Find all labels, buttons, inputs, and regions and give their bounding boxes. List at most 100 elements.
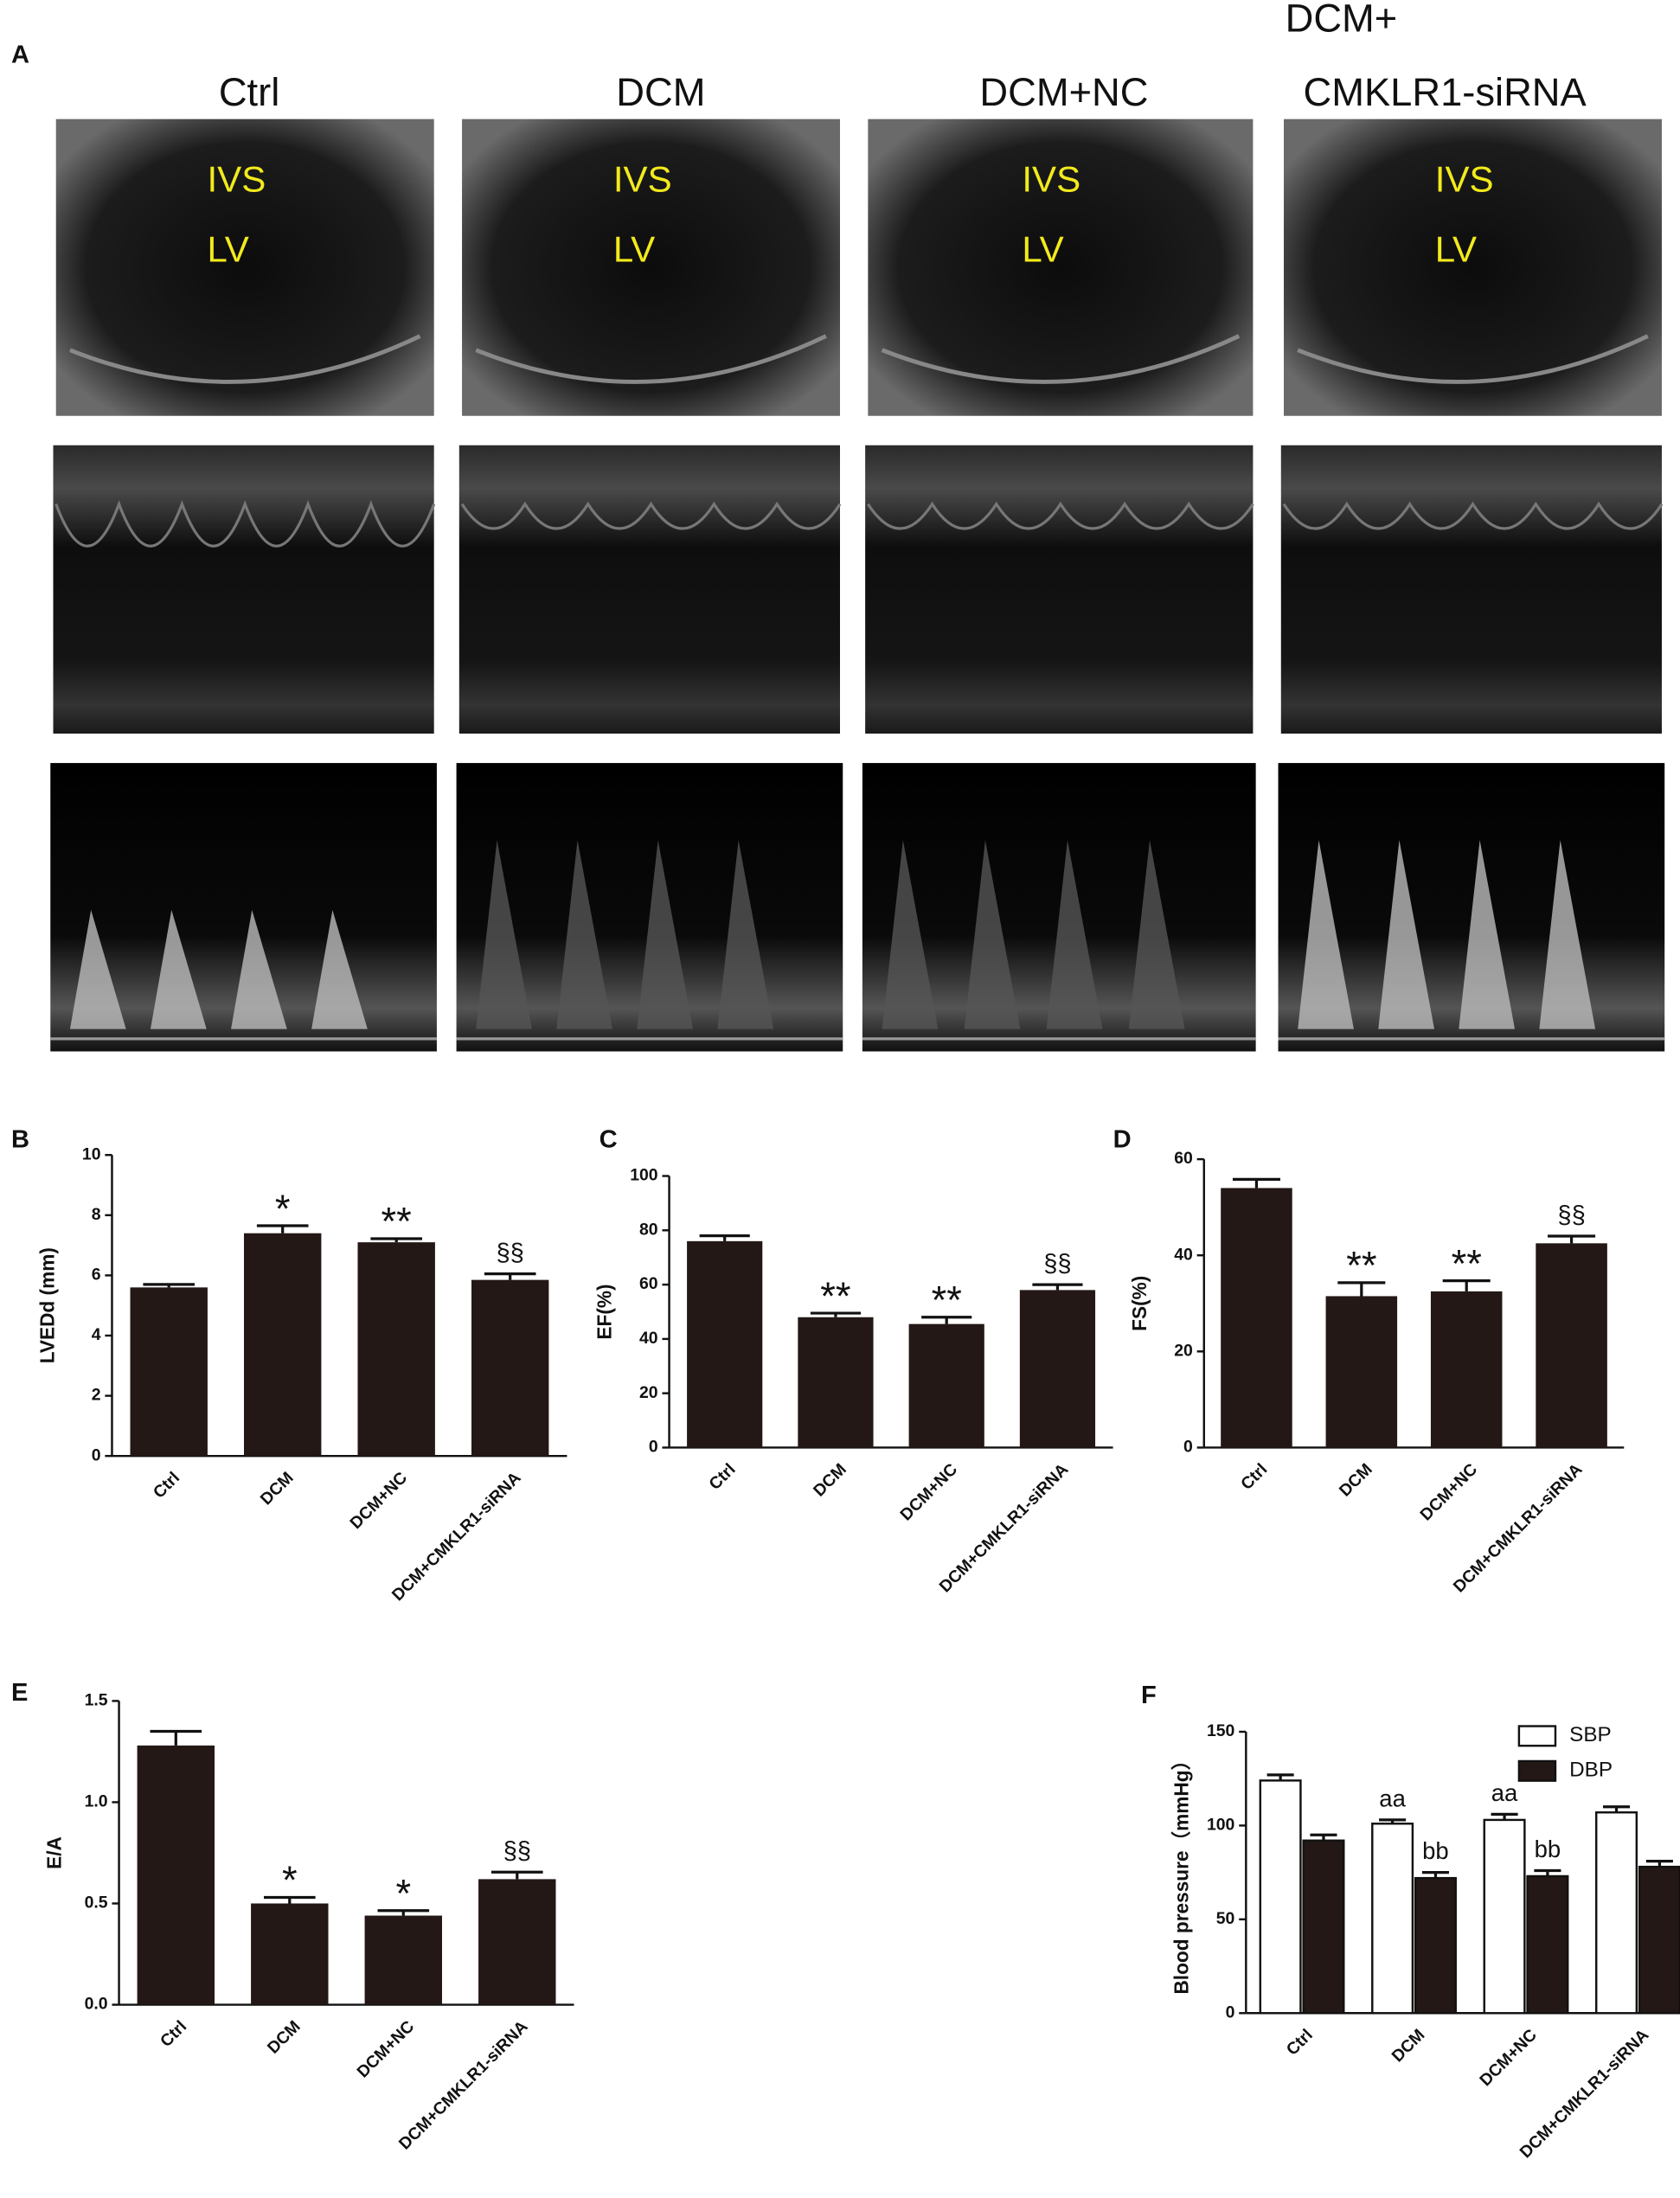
x-tick-label: Ctrl <box>150 1468 183 1502</box>
error-bar <box>1310 1833 1337 1841</box>
significance-label: §§ <box>1557 1202 1585 1229</box>
x-tick-label: DCM+CMKLR1-siRNA <box>388 1468 525 1605</box>
error-bar <box>150 1729 202 1746</box>
x-tick-label: DCM <box>1336 1460 1376 1501</box>
significance-label: aa <box>1491 1779 1518 1806</box>
bar <box>1526 1874 1569 2015</box>
error-bar <box>263 1895 316 1904</box>
y-tick-label: 40 <box>1174 1245 1193 1264</box>
image-label: LV <box>1022 229 1063 270</box>
bar <box>251 1903 329 2005</box>
m-mode <box>1280 445 1662 734</box>
bar <box>798 1317 874 1448</box>
error-bar <box>921 1316 972 1324</box>
panel-label: C <box>600 1126 618 1154</box>
significance-label: §§ <box>503 1837 531 1865</box>
doppler-peak <box>717 840 774 1029</box>
panel-label: F <box>1141 1682 1157 1709</box>
x-tick-label: DCM <box>1388 2026 1429 2067</box>
significance-label: * <box>282 1858 298 1902</box>
bar <box>908 1323 984 1448</box>
x-tick-label: Ctrl <box>705 1460 739 1494</box>
bar <box>1019 1290 1096 1448</box>
bar <box>1371 1823 1414 2015</box>
panel-label: E <box>11 1679 28 1707</box>
significance-label: aa <box>1379 1785 1406 1812</box>
bar <box>1221 1188 1292 1448</box>
error-bar <box>370 1237 422 1243</box>
echo-wall <box>69 334 421 384</box>
bar <box>243 1233 322 1457</box>
significance-label: ** <box>1452 1241 1482 1285</box>
x-tick-label: DCM <box>257 1468 298 1509</box>
x-tick-label: DCM+NC <box>354 2017 419 2082</box>
y-tick-label: 4 <box>92 1325 101 1344</box>
x-tick-label: DCM+NC <box>1416 1460 1481 1525</box>
m-mode <box>865 445 1254 734</box>
echo-wall <box>1297 334 1649 384</box>
legend-swatch <box>1517 1725 1557 1747</box>
panel-label: B <box>11 1126 29 1154</box>
bar <box>1483 1818 1526 2015</box>
bar <box>1536 1243 1607 1448</box>
bar <box>364 1915 442 2005</box>
panel-label: D <box>1113 1126 1132 1154</box>
x-tick-label: DCM+NC <box>1476 2026 1541 2091</box>
significance-label: * <box>275 1187 291 1231</box>
x-tick-label: DCM <box>264 2017 305 2058</box>
image-label: IVS <box>1022 159 1080 200</box>
error-bar <box>377 1909 430 1916</box>
x-tick-label: Ctrl <box>157 2017 190 2051</box>
doppler-peak <box>1128 840 1185 1029</box>
error-bar <box>256 1224 309 1234</box>
x-tick-label: Ctrl <box>1283 2026 1317 2060</box>
error-bar <box>491 1870 543 1880</box>
y-tick-label: 1.5 <box>85 1691 108 1710</box>
error-bar <box>1491 1812 1518 1820</box>
error-bar <box>699 1234 750 1241</box>
column-title: CMKLR1-siRNA <box>1304 70 1587 114</box>
doppler-peak <box>1378 840 1434 1029</box>
y-tick-label: 100 <box>630 1166 657 1185</box>
y-tick-label: 20 <box>1174 1341 1193 1360</box>
significance-label: ** <box>820 1274 850 1318</box>
legend-label: SBP <box>1569 1723 1612 1746</box>
y-axis-label: FS(%) <box>1128 1276 1151 1331</box>
error-bar <box>1534 1868 1561 1876</box>
doppler-peak <box>150 910 207 1029</box>
significance-label: bb <box>1422 1837 1449 1864</box>
y-axis-label: Blood pressure（mmHg） <box>1170 1751 1192 1995</box>
image-label: LV <box>1435 229 1477 270</box>
doppler-peak <box>231 910 287 1029</box>
error-bar <box>1032 1283 1083 1291</box>
error-bar <box>1379 1818 1407 1824</box>
echo-wall <box>475 334 827 384</box>
bar <box>130 1287 208 1457</box>
doppler-peak <box>1459 840 1516 1029</box>
y-axis-label: EF(%) <box>593 1284 616 1339</box>
error-bar <box>1232 1177 1280 1189</box>
bar <box>478 1879 556 2005</box>
y-tick-label: 100 <box>1207 1816 1234 1835</box>
significance-label: §§ <box>1043 1250 1071 1278</box>
y-tick-label: 1.0 <box>85 1792 108 1811</box>
error-bar <box>1337 1281 1386 1297</box>
bar <box>687 1240 763 1448</box>
x-tick-label: Ctrl <box>1237 1460 1271 1494</box>
bar <box>1325 1296 1398 1448</box>
y-axis-label: E/A <box>43 1836 66 1869</box>
doppler-peak <box>476 840 532 1029</box>
error-bar <box>1602 1805 1631 1813</box>
error-bar <box>1442 1279 1491 1291</box>
m-mode-trace <box>1282 501 1664 530</box>
error-bar <box>1266 1773 1294 1781</box>
bar <box>1259 1779 1302 2015</box>
error-bar <box>810 1311 862 1317</box>
y-tick-label: 0 <box>1226 2003 1235 2022</box>
doppler-peak <box>637 840 694 1029</box>
y-tick-label: 2 <box>92 1386 101 1405</box>
echo-images: IVS LV IVS LV IVS LV IVS LV <box>50 119 1665 1052</box>
significance-label: * <box>395 1871 411 1915</box>
error-bar <box>1548 1234 1596 1244</box>
bar <box>357 1242 435 1457</box>
